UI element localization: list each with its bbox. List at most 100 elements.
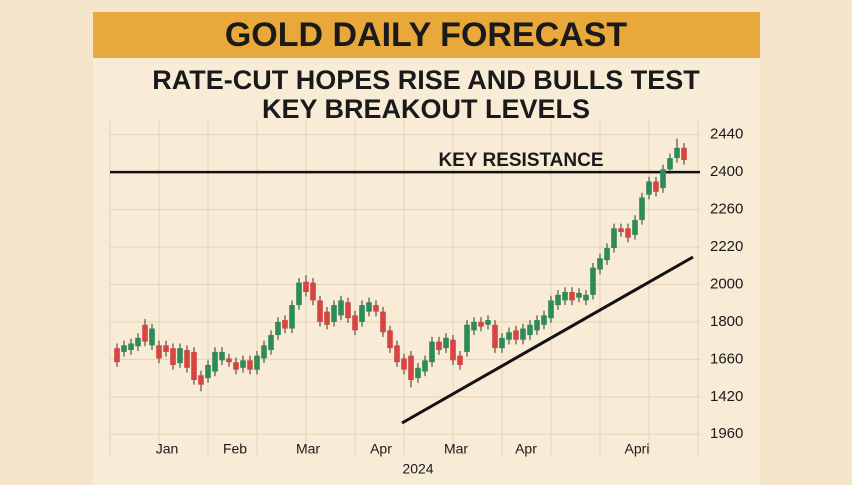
candle-body (135, 337, 141, 347)
candle-body (310, 282, 316, 301)
candle-body (156, 345, 162, 359)
x-tick-label: Feb (223, 441, 247, 457)
y-tick-label: 1800 (710, 313, 743, 330)
candle-body (499, 337, 505, 349)
candle-body (352, 315, 358, 331)
x-tick-label: Apri (625, 441, 650, 457)
candle-body (485, 320, 491, 325)
x-tick-label: Mar (296, 441, 320, 457)
y-tick-label: 2400 (710, 163, 743, 180)
candle-body (261, 345, 267, 359)
x-tick-label: Jan (156, 441, 179, 457)
candle-body (205, 365, 211, 379)
candle-body (534, 320, 540, 331)
candle-body (366, 302, 372, 312)
candle-body (653, 181, 659, 192)
candle-body (331, 305, 337, 322)
candle-body (660, 169, 666, 189)
x-tick-label: Apr (515, 441, 537, 457)
candle-body (562, 291, 568, 301)
candle-body (219, 351, 225, 361)
candle-body (289, 305, 295, 329)
candle-body (436, 341, 442, 351)
candle-body (149, 328, 155, 346)
y-tick-label: 2000 (710, 275, 743, 292)
candle-body (618, 228, 624, 233)
y-tick-label: 1420 (710, 388, 743, 405)
candle-body (303, 281, 309, 292)
candle-body (359, 305, 365, 322)
candle-body (184, 350, 190, 368)
y-tick-label: 1660 (710, 350, 743, 367)
candle-body (296, 282, 302, 306)
candle-body (555, 294, 561, 306)
candle-body (667, 158, 673, 170)
candle-body (317, 300, 323, 322)
candle-body (198, 375, 204, 385)
candle-body (492, 324, 498, 349)
candle-body (282, 320, 288, 329)
candle-body (268, 335, 274, 351)
candle-body (590, 267, 596, 295)
candle-body (520, 328, 526, 340)
candle-body (569, 291, 575, 301)
candle-body (429, 341, 435, 363)
candle-body (338, 300, 344, 316)
candle-body (128, 343, 134, 351)
candle-body (177, 348, 183, 364)
candle-body (212, 351, 218, 372)
candle-body (422, 360, 428, 372)
title-band (93, 12, 760, 58)
candle-body (464, 324, 470, 352)
candle-body (240, 360, 246, 368)
candle-body (583, 294, 589, 301)
candle-body (191, 351, 197, 380)
candle-body (163, 345, 169, 352)
candle-body (401, 358, 407, 370)
y-tick-label: 1960 (710, 425, 743, 442)
candle-body (625, 228, 631, 238)
candle-body (380, 311, 386, 333)
candle-body (408, 355, 414, 380)
candle-body (450, 339, 456, 361)
candle-body (639, 197, 645, 220)
candle-body (548, 300, 554, 319)
candle-body (527, 324, 533, 336)
y-tick-label: 2440 (710, 126, 743, 143)
candle-body (254, 355, 260, 370)
candle-body (247, 360, 253, 370)
x-tick-label: Mar (444, 441, 468, 457)
x-axis-label: 2024 (402, 461, 433, 477)
candle-body (611, 228, 617, 248)
candle-body (597, 258, 603, 270)
candle-body (121, 345, 127, 352)
x-tick-label: Apr (370, 441, 392, 457)
candle-body (324, 311, 330, 325)
candle-body (387, 330, 393, 349)
candle-body (226, 358, 232, 363)
candle-body (674, 147, 680, 159)
candle-body (275, 321, 281, 336)
subtitle: RATE-CUT HOPES RISE AND BULLS TEST (152, 65, 700, 95)
candle-body (415, 367, 421, 379)
candle-body (541, 315, 547, 325)
candle-body (443, 337, 449, 349)
candle-body (345, 302, 351, 319)
candle-body (478, 321, 484, 327)
chart-title: GOLD DAILY FORECAST (225, 16, 628, 54)
y-tick-label: 2260 (710, 201, 743, 218)
candle-body (170, 348, 176, 366)
candle-body (513, 330, 519, 340)
candle-body (471, 321, 477, 331)
candle-body (681, 147, 687, 160)
resistance-label: KEY RESISTANCE (438, 150, 603, 171)
candle-body (114, 348, 120, 363)
candle-body (394, 345, 400, 363)
trend-line (401, 255, 694, 425)
vertical-grid (109, 120, 700, 455)
subtitle: KEY BREAKOUT LEVELS (262, 94, 590, 124)
candle-body (373, 305, 379, 312)
candle-body (142, 324, 148, 342)
